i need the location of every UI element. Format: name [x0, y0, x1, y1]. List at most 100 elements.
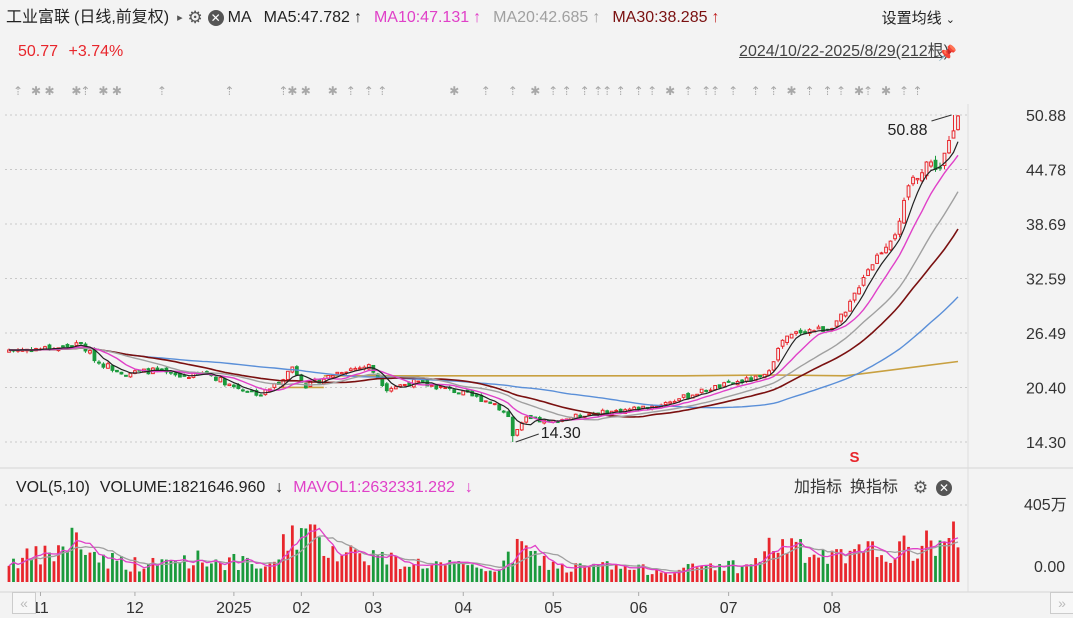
candle-body [398, 384, 403, 387]
candle-body [929, 161, 933, 167]
event-marker-icon: ✱ [328, 84, 338, 98]
x-tick-label: 08 [823, 600, 841, 617]
close-icon[interactable]: ✕ [936, 480, 952, 496]
candle-body [461, 390, 466, 396]
candle-body [947, 139, 951, 154]
volume-bar [533, 550, 537, 582]
volume-bar [700, 566, 704, 582]
volume-bar [353, 549, 357, 582]
volume-bar [174, 560, 177, 582]
candle-body [632, 406, 637, 410]
scroll-left-button[interactable]: « [12, 592, 36, 614]
gear-icon[interactable]: ⚙ [912, 478, 929, 497]
pin-icon[interactable]: 📌 [938, 45, 957, 62]
volume-bar [7, 565, 11, 582]
volume-bar [592, 563, 596, 582]
candle-body [416, 380, 421, 383]
volume-bar [637, 564, 641, 582]
candle-body [456, 392, 461, 395]
volume-bar [52, 561, 56, 582]
volume-bar [124, 569, 128, 582]
volume-bar [668, 574, 672, 582]
volume-bar [907, 546, 910, 582]
candle-body [893, 234, 897, 240]
candle-body [438, 385, 443, 388]
volume-bar [362, 561, 366, 582]
candle-body [816, 326, 821, 330]
min-price-label: 14.30 [541, 425, 581, 442]
change-percent: +3.74% [68, 43, 124, 60]
volume-bar [340, 555, 344, 582]
volume-bar [763, 551, 766, 582]
volume-bar [263, 566, 267, 582]
volume-bar [209, 563, 213, 582]
volume-bar [929, 540, 933, 582]
candle-body [339, 372, 344, 375]
candle-body [717, 384, 722, 389]
last-price: 50.77 [18, 43, 59, 60]
volume-bar [57, 545, 60, 582]
mavol-value: MAVOL1:2632331.282 [293, 479, 455, 496]
volume-bar [925, 530, 928, 582]
volume-bar [956, 547, 960, 582]
candle-body [915, 177, 920, 181]
volume-bar [250, 564, 254, 582]
volume-bar [48, 552, 51, 582]
event-marker-icon: ✱ [31, 84, 41, 98]
volume-bar [790, 538, 793, 582]
volume-bar [560, 563, 564, 582]
date-range[interactable]: 2024/10/22-2025/8/29(212根) [739, 43, 949, 60]
close-icon[interactable]: ✕ [207, 10, 224, 26]
volume-bar [682, 567, 686, 582]
volume-bar [808, 557, 811, 582]
candle-body [861, 277, 866, 286]
scroll-right-button[interactable]: » [1050, 592, 1073, 614]
ma30-arrow-icon: ↑ [711, 9, 720, 26]
volume-bar [466, 565, 470, 582]
candle-body [510, 416, 515, 437]
volume-bar [826, 563, 829, 582]
volume-bar [524, 545, 528, 582]
volume-bar [731, 560, 735, 582]
candle-body [920, 172, 924, 182]
x-tick-label: 05 [544, 600, 562, 617]
volume-bar [178, 562, 182, 582]
price-tick-label: 32.59 [1026, 272, 1066, 289]
volume-bar [713, 570, 717, 582]
volume-bar [736, 573, 740, 582]
ma5-arrow-icon: ↑ [353, 9, 362, 26]
event-marker-icon: ✱ [301, 84, 311, 98]
x-tick-label: 06 [630, 600, 648, 617]
volume-bar [529, 551, 533, 582]
volume-bar [286, 550, 290, 582]
volume-legend: VOL(5,10) VOLUME:1821646.960 ↓ MAVOL1:26… [16, 478, 483, 498]
ma-settings-button[interactable]: 设置均线 ⌄ [882, 9, 955, 30]
candle-body [821, 326, 825, 332]
candle-body [492, 403, 497, 406]
gear-icon[interactable]: ⚙ [187, 8, 203, 27]
event-marker-icon: ⇡ [481, 84, 491, 98]
candle-body [213, 376, 218, 381]
price-tick-label: 44.78 [1026, 163, 1066, 180]
period-caret-icon[interactable]: ▸ [177, 12, 183, 24]
volume-bar [304, 528, 308, 582]
candle-body [231, 384, 236, 388]
add-indicator-button[interactable]: 加指标 [793, 479, 842, 496]
candle-body [794, 331, 798, 334]
mavol-arrow-icon: ↓ [464, 479, 473, 496]
settings-label: 设置均线 [881, 10, 942, 27]
volume-bar [457, 561, 461, 582]
volume-bar [434, 561, 438, 582]
volume-bar [628, 569, 632, 582]
volume-bar [313, 524, 317, 582]
volume-bar [893, 559, 897, 582]
candle-body [704, 389, 709, 392]
volume-bar [214, 559, 218, 582]
candle-body [443, 387, 448, 390]
event-marker-icon: ⇡ [377, 84, 387, 98]
volume-bar [133, 557, 137, 582]
volume-bar [187, 568, 191, 582]
switch-indicator-button[interactable]: 换指标 [849, 479, 898, 496]
event-marker-icon: ⇡ [602, 84, 612, 98]
